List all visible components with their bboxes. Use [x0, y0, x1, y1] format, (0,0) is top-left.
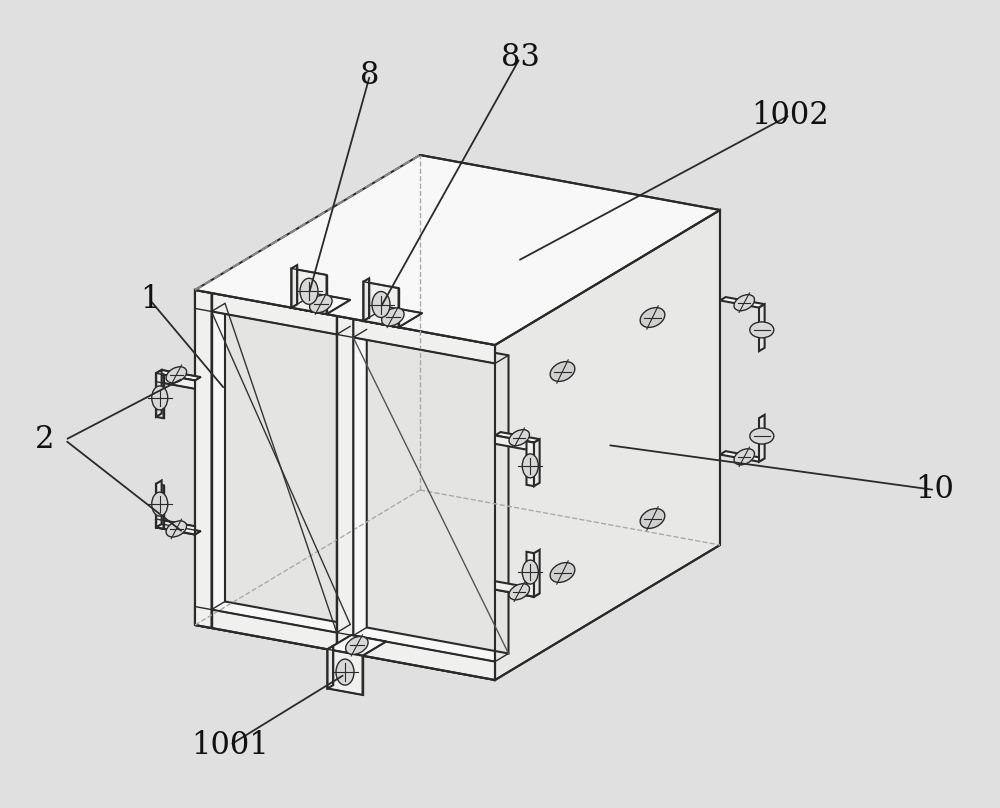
Polygon shape — [495, 586, 540, 596]
Polygon shape — [291, 293, 350, 314]
Polygon shape — [291, 265, 297, 308]
Polygon shape — [195, 607, 495, 680]
Polygon shape — [495, 436, 534, 451]
Polygon shape — [526, 552, 534, 596]
Ellipse shape — [509, 583, 530, 600]
Polygon shape — [327, 646, 333, 688]
Polygon shape — [367, 330, 509, 654]
Polygon shape — [526, 441, 534, 486]
Polygon shape — [327, 650, 363, 695]
Polygon shape — [195, 290, 495, 364]
Ellipse shape — [310, 295, 332, 313]
Ellipse shape — [509, 430, 530, 446]
Polygon shape — [363, 278, 369, 321]
Polygon shape — [225, 303, 350, 625]
Ellipse shape — [166, 521, 187, 537]
Ellipse shape — [522, 454, 538, 478]
Polygon shape — [720, 451, 765, 461]
Polygon shape — [759, 415, 765, 461]
Polygon shape — [495, 432, 540, 443]
Ellipse shape — [750, 428, 774, 444]
Polygon shape — [156, 524, 201, 535]
Ellipse shape — [750, 322, 774, 338]
Polygon shape — [156, 373, 164, 419]
Polygon shape — [363, 307, 422, 327]
Text: 2: 2 — [35, 424, 55, 456]
Ellipse shape — [346, 637, 368, 654]
Polygon shape — [327, 635, 386, 656]
Ellipse shape — [152, 492, 168, 516]
Polygon shape — [759, 305, 765, 351]
Text: 1002: 1002 — [751, 99, 829, 131]
Polygon shape — [495, 210, 720, 680]
Ellipse shape — [336, 659, 354, 685]
Polygon shape — [720, 297, 765, 308]
Ellipse shape — [550, 362, 575, 381]
Ellipse shape — [166, 367, 187, 383]
Ellipse shape — [382, 308, 404, 326]
Polygon shape — [495, 581, 534, 596]
Text: 1001: 1001 — [191, 730, 269, 760]
Polygon shape — [534, 549, 540, 596]
Polygon shape — [156, 484, 164, 528]
Ellipse shape — [734, 295, 755, 311]
Polygon shape — [291, 268, 327, 314]
Polygon shape — [534, 440, 540, 486]
Polygon shape — [195, 290, 212, 628]
Ellipse shape — [300, 278, 318, 305]
Ellipse shape — [640, 308, 665, 327]
Ellipse shape — [640, 508, 665, 528]
Polygon shape — [156, 519, 195, 535]
Text: 10: 10 — [916, 474, 954, 506]
Polygon shape — [156, 370, 201, 381]
Text: 8: 8 — [360, 60, 380, 90]
Ellipse shape — [372, 292, 390, 318]
Polygon shape — [195, 155, 720, 345]
Polygon shape — [363, 282, 399, 327]
Polygon shape — [195, 290, 495, 680]
Text: 83: 83 — [501, 43, 539, 74]
Ellipse shape — [152, 386, 168, 410]
Polygon shape — [156, 373, 195, 389]
Ellipse shape — [550, 562, 575, 583]
Polygon shape — [337, 316, 353, 654]
Polygon shape — [156, 370, 162, 417]
Polygon shape — [156, 481, 162, 528]
Text: 1: 1 — [140, 284, 160, 315]
Ellipse shape — [522, 560, 538, 584]
Ellipse shape — [734, 448, 755, 465]
